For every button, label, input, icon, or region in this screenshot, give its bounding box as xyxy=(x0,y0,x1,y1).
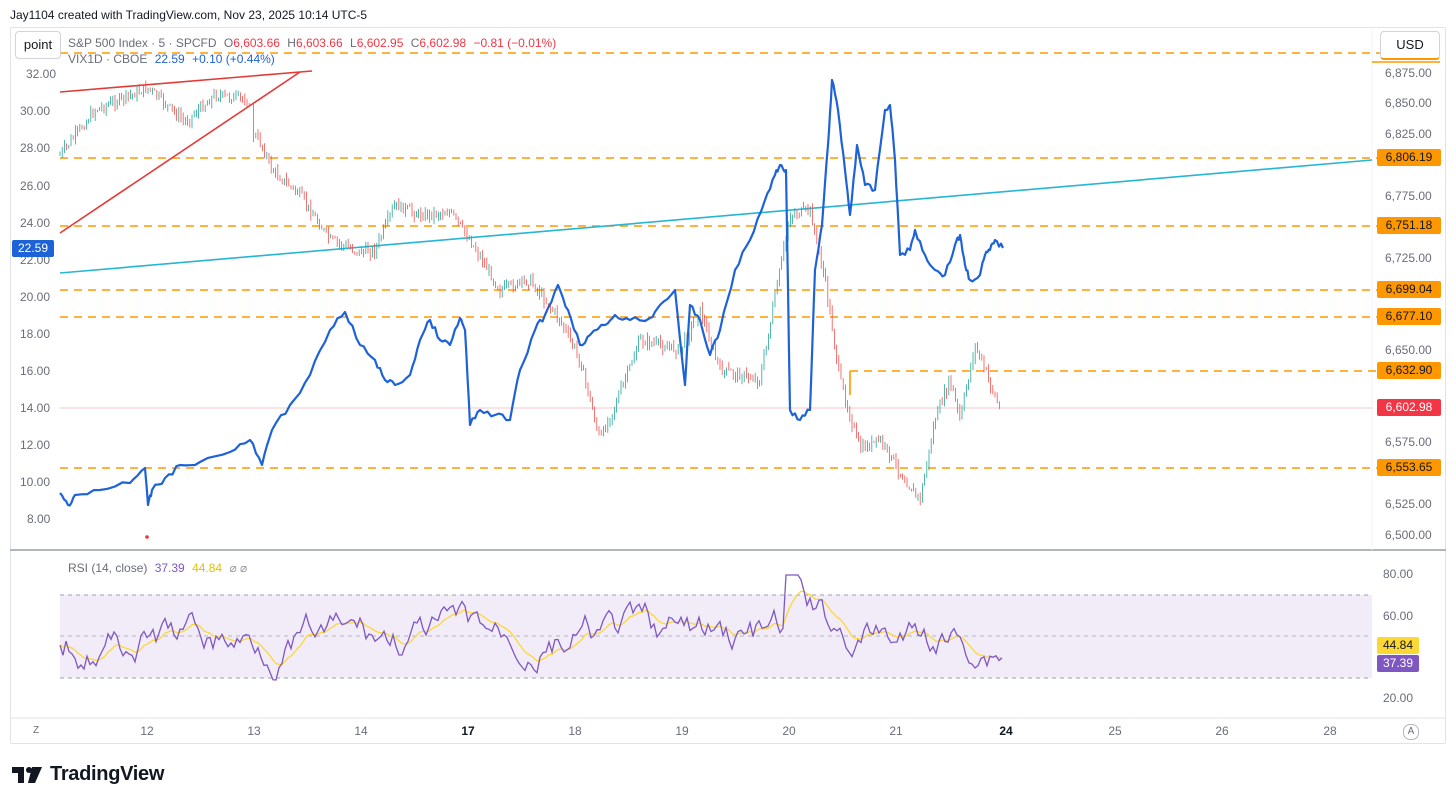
rsi-ma-badge: 44.84 xyxy=(1377,637,1419,654)
rsi-value: 37.39 xyxy=(154,561,185,575)
vix-current-badge: 22.59 xyxy=(12,240,54,257)
time-label: 19 xyxy=(675,724,689,738)
right-tick: 6,650.00 xyxy=(1385,343,1432,357)
right-tick: 6,875.00 xyxy=(1385,66,1432,80)
red-wedge-upper xyxy=(59,70,313,93)
time-label: 25 xyxy=(1108,724,1122,738)
left-tick: 32.00 xyxy=(26,67,57,81)
rsi-value-badge: 37.39 xyxy=(1377,655,1419,672)
left-tick: 8.00 xyxy=(27,512,51,526)
vix-symbol: VIX1D · CBOE xyxy=(68,52,148,66)
left-tick: 12.00 xyxy=(20,438,51,452)
main-symbol: S&P 500 Index · 5 · SPCFD xyxy=(68,36,217,50)
current-price-badge: 6,602.98 xyxy=(1377,399,1441,416)
level-badge-6677[interactable]: 6,677.10 xyxy=(1377,308,1441,325)
left-tick: 30.00 xyxy=(20,104,51,118)
left-tick: 14.00 xyxy=(20,401,51,415)
rsi-ma-value: 44.84 xyxy=(192,561,223,575)
left-tick: 24.00 xyxy=(20,216,51,230)
time-label: 14 xyxy=(354,724,368,738)
right-tick: 6,500.00 xyxy=(1385,528,1432,542)
left-tick: 28.00 xyxy=(20,141,51,155)
open-value: 6,603.66 xyxy=(233,36,280,50)
low-value: 6,602.95 xyxy=(356,36,404,50)
level-badge-6553[interactable]: 6,553.65 xyxy=(1377,459,1441,476)
tradingview-logo[interactable]: TradingView xyxy=(12,763,164,786)
time-label: 28 xyxy=(1323,724,1337,738)
time-label: 12 xyxy=(140,724,154,738)
level-badge-6699[interactable]: 6,699.04 xyxy=(1377,281,1441,298)
left-tick: 26.00 xyxy=(20,179,51,193)
time-label: 24 xyxy=(999,724,1013,738)
rsi-tick-80: 80.00 xyxy=(1383,567,1413,581)
low-label: L xyxy=(350,36,357,50)
zoom-button[interactable]: Z xyxy=(32,725,40,736)
close-value: 6,602.98 xyxy=(419,36,467,50)
left-tick: 16.00 xyxy=(20,364,51,378)
vix-change: +0.10 (+0.44%) xyxy=(192,52,275,66)
tradingview-logo-text: TradingView xyxy=(50,763,165,785)
time-label: 18 xyxy=(568,724,582,738)
point-button[interactable]: point xyxy=(15,31,61,59)
open-label: O xyxy=(223,36,234,50)
rsi-line xyxy=(59,574,1003,681)
vix-value: 22.59 xyxy=(154,52,185,66)
red-wedge-lower xyxy=(59,71,301,234)
chart-credit: Jay1104 created with TradingView.com, No… xyxy=(10,8,368,22)
currency-button[interactable]: USD xyxy=(1380,31,1440,60)
level-badge-6751[interactable]: 6,751.18 xyxy=(1377,217,1441,234)
high-label: H xyxy=(287,36,296,50)
tradingview-logo-icon xyxy=(12,766,42,783)
red-dot-marker xyxy=(145,535,149,539)
left-tick: 20.00 xyxy=(20,290,51,304)
high-value: 6,603.66 xyxy=(295,36,343,50)
time-label: 20 xyxy=(782,724,796,738)
rsi-label: RSI (14, close) xyxy=(68,561,148,575)
rsi-legend: RSI (14, close) 37.39 44.84 ⌀ ⌀ xyxy=(68,561,251,575)
right-tick: 6,725.00 xyxy=(1385,251,1432,265)
change-value: −0.81 (−0.01%) xyxy=(473,36,557,50)
vix-series-line xyxy=(59,78,1005,507)
right-tick: 6,825.00 xyxy=(1385,127,1432,141)
left-tick: 18.00 xyxy=(20,327,51,341)
right-tick: 6,575.00 xyxy=(1385,435,1432,449)
level-badge-6632[interactable]: 6,632.90 xyxy=(1377,362,1441,379)
right-tick: 6,525.00 xyxy=(1385,497,1432,511)
auto-scale-button[interactable]: A xyxy=(1403,724,1419,740)
vix-legend: VIX1D · CBOE 22.59 +0.10 (+0.44%) xyxy=(68,52,279,66)
left-tick: 10.00 xyxy=(20,475,51,489)
rsi-tick-60: 60.00 xyxy=(1383,609,1413,623)
right-tick: 6,850.00 xyxy=(1385,96,1432,110)
level-badge-6806[interactable]: 6,806.19 xyxy=(1377,149,1441,166)
time-label: 13 xyxy=(247,724,261,738)
chart-frame xyxy=(10,27,1446,744)
close-label: C xyxy=(410,36,420,50)
rsi-tick-20: 20.00 xyxy=(1383,691,1413,705)
time-label: 21 xyxy=(889,724,903,738)
price-candles xyxy=(59,80,1000,506)
rsi-settings-icon[interactable]: ⌀ ⌀ xyxy=(229,561,248,575)
cyan-trend-line xyxy=(59,159,1373,274)
main-series-legend: S&P 500 Index · 5 · SPCFD O6,603.66 H6,6… xyxy=(68,36,560,50)
rsi-ma-line xyxy=(59,590,1002,665)
time-label: 17 xyxy=(461,724,475,738)
right-tick: 6,775.00 xyxy=(1385,189,1432,203)
time-label: 26 xyxy=(1215,724,1229,738)
